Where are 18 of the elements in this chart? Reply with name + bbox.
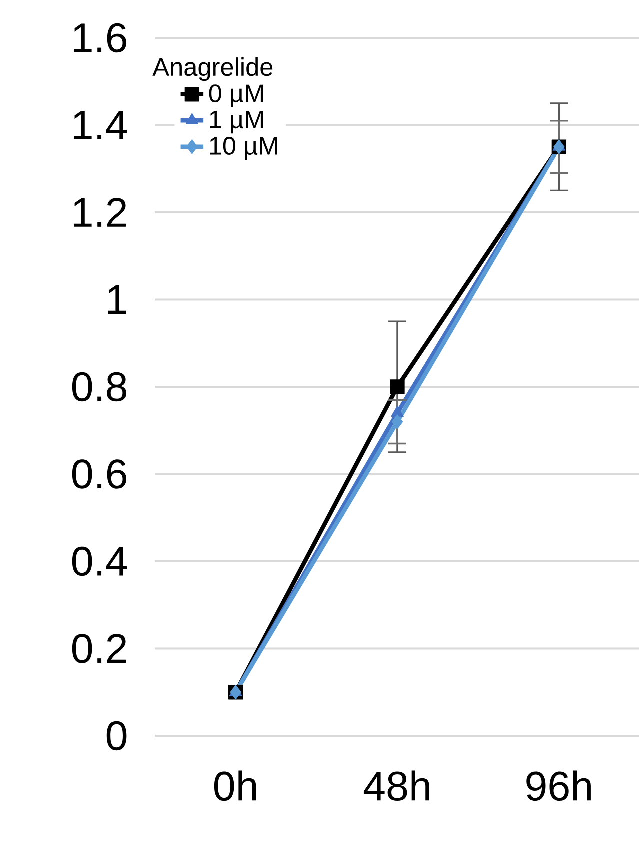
x-tick-label: 0h xyxy=(214,770,256,802)
y-tick-label: 0.8 xyxy=(72,372,127,402)
point xyxy=(392,414,404,430)
y-tick-label: 1.2 xyxy=(74,198,126,227)
point xyxy=(390,380,405,394)
y-tick-label: 1.6 xyxy=(74,23,126,53)
x-tick-label: 96h xyxy=(526,770,591,802)
y-tick-label: 1.4 xyxy=(74,111,128,140)
y-tick-label: 1 xyxy=(108,286,126,314)
y-tick-label: 0.2 xyxy=(72,634,126,664)
legend-label: 0 µM xyxy=(209,84,264,108)
x-tick-label: 48h xyxy=(364,770,430,802)
y-tick-label: 0.4 xyxy=(72,546,128,576)
y-tick-label: 0.6 xyxy=(72,460,126,489)
y-tick-label: 0 xyxy=(106,721,127,751)
legend-label: 10 µM xyxy=(210,137,278,160)
legend-label: 1 µM xyxy=(210,110,264,134)
legend-title: Anagrelide xyxy=(152,58,273,82)
